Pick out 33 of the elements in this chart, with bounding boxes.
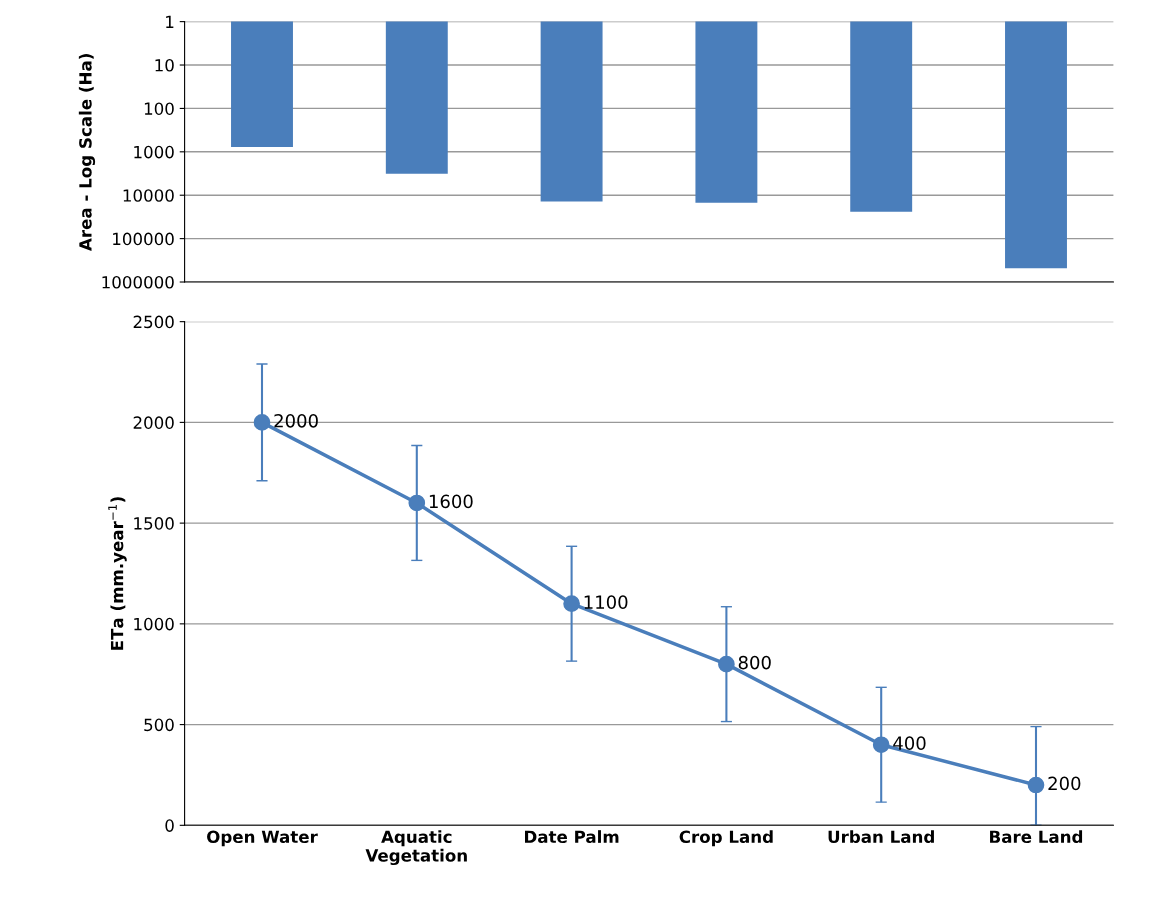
data-label: 1600 — [429, 494, 473, 509]
point — [563, 595, 580, 613]
x-tick-label: Date Palm — [525, 830, 619, 844]
data-label: 200 — [1048, 776, 1081, 791]
y-axis-title: ETa (mm.year$^{−1}$) — [108, 497, 127, 650]
x-tick-label: Open Water — [207, 830, 318, 847]
y-tick-label: 100 — [144, 102, 174, 115]
point — [872, 736, 890, 754]
data-label: 800 — [738, 655, 771, 670]
y-tick-label: 500 — [144, 718, 174, 732]
x-tick-label: Crop Land — [679, 830, 773, 847]
point — [1027, 776, 1045, 794]
y-tick-label: 1000 — [134, 617, 174, 631]
data-label: 400 — [893, 736, 926, 750]
y-tick-label: 10000 — [123, 189, 174, 202]
x-tick-label: Bare Land — [990, 830, 1083, 844]
y-tick-label: 100000 — [113, 232, 174, 246]
y-tick-label: 1 — [166, 15, 174, 28]
x-tick-label: Aquatic Vegetation — [365, 830, 467, 866]
y-tick-label: 1000000 — [102, 275, 174, 289]
y-tick-label: 1500 — [134, 517, 174, 530]
x-tick-label: Urban Land — [828, 830, 934, 844]
y-axis-title: Area - Log Scale (Ha) — [78, 54, 96, 251]
y-tick-label: 2000 — [133, 416, 174, 429]
y-tick-label: 0 — [165, 819, 174, 832]
y-tick-label: 2500 — [133, 315, 174, 329]
point — [253, 414, 271, 431]
data-label: 1100 — [584, 595, 628, 609]
point — [718, 655, 735, 673]
point — [408, 494, 426, 512]
data-label: 2000 — [274, 413, 318, 428]
y-tick-label: 10 — [155, 58, 174, 72]
y-tick-label: 1000 — [134, 145, 174, 159]
